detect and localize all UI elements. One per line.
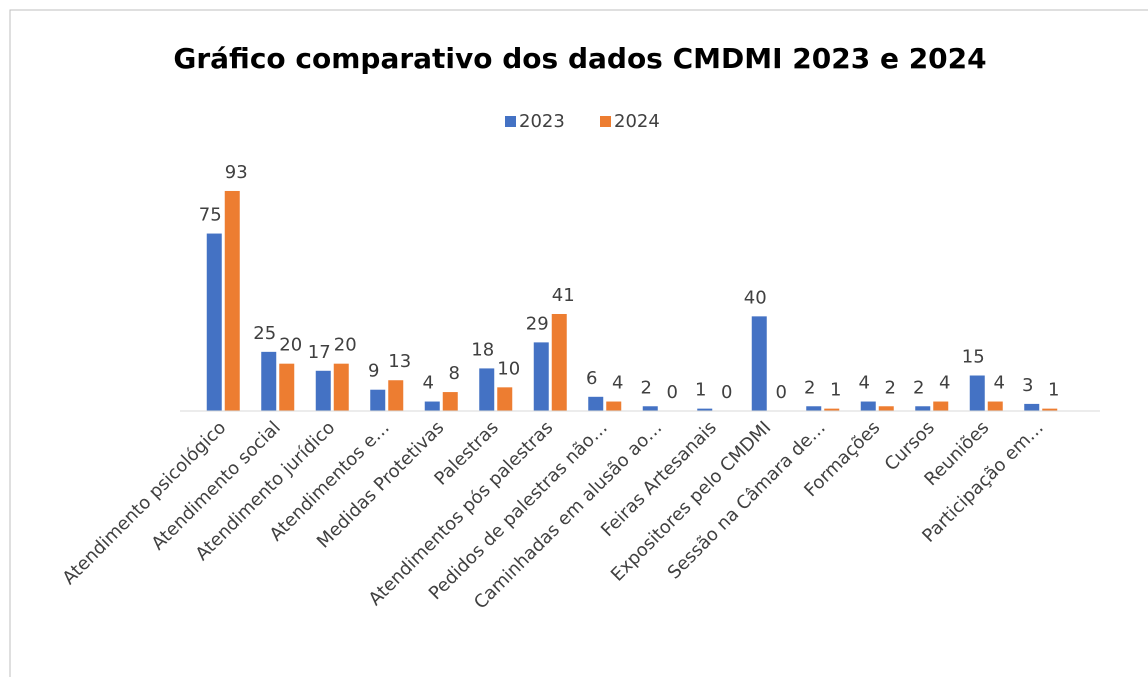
bar bbox=[915, 406, 931, 411]
legend-swatch bbox=[600, 116, 611, 127]
bar bbox=[424, 401, 440, 411]
data-label: 2 bbox=[885, 377, 896, 398]
bar bbox=[533, 342, 549, 411]
legend-swatch bbox=[505, 116, 516, 127]
data-label: 6 bbox=[586, 368, 597, 389]
bar bbox=[497, 387, 513, 411]
data-label: 2 bbox=[913, 377, 924, 398]
data-label: 10 bbox=[497, 358, 520, 379]
data-label: 4 bbox=[859, 373, 870, 394]
bar bbox=[388, 380, 404, 411]
bar bbox=[824, 408, 840, 411]
bar bbox=[806, 406, 822, 411]
bar bbox=[751, 316, 767, 411]
bar bbox=[987, 401, 1003, 411]
data-label: 3 bbox=[1022, 375, 1033, 396]
data-label: 20 bbox=[279, 335, 302, 356]
legend-label: 2023 bbox=[519, 111, 565, 132]
data-label: 17 bbox=[308, 342, 331, 363]
data-label: 1 bbox=[695, 380, 706, 401]
data-label: 0 bbox=[721, 382, 732, 403]
bar bbox=[261, 351, 277, 411]
bar bbox=[551, 313, 567, 411]
data-label: 1 bbox=[830, 380, 841, 401]
chart-title: Gráfico comparativo dos dados CMDMI 2023… bbox=[173, 42, 986, 75]
data-label: 25 bbox=[253, 323, 276, 344]
chart-frame bbox=[9, 9, 1148, 677]
bar bbox=[333, 363, 349, 411]
bar bbox=[933, 401, 949, 411]
data-label: 1 bbox=[1048, 380, 1059, 401]
data-label: 0 bbox=[776, 382, 787, 403]
bar bbox=[479, 368, 495, 411]
data-label: 0 bbox=[667, 382, 678, 403]
data-label: 75 bbox=[199, 205, 222, 226]
bar bbox=[606, 401, 622, 411]
data-label: 8 bbox=[449, 363, 460, 384]
bar bbox=[969, 375, 985, 411]
data-label: 4 bbox=[939, 373, 950, 394]
bar bbox=[206, 233, 222, 411]
data-label: 2 bbox=[804, 377, 815, 398]
bar bbox=[315, 370, 331, 411]
data-label: 29 bbox=[526, 313, 549, 334]
data-label: 4 bbox=[423, 373, 434, 394]
data-label: 18 bbox=[471, 339, 494, 360]
bar bbox=[442, 392, 458, 411]
bar bbox=[224, 190, 240, 411]
data-label: 4 bbox=[612, 373, 623, 394]
bar bbox=[860, 401, 876, 411]
legend-label: 2024 bbox=[614, 111, 660, 132]
bar bbox=[279, 363, 295, 411]
data-label: 9 bbox=[368, 361, 379, 382]
data-label: 93 bbox=[225, 162, 248, 183]
data-label: 41 bbox=[552, 285, 575, 306]
bar bbox=[878, 406, 894, 411]
bar bbox=[1042, 408, 1058, 411]
data-label: 13 bbox=[388, 351, 411, 372]
bar bbox=[697, 408, 713, 411]
data-label: 40 bbox=[744, 287, 767, 308]
bar bbox=[588, 396, 604, 411]
data-label: 4 bbox=[994, 373, 1005, 394]
data-label: 20 bbox=[334, 335, 357, 356]
bar bbox=[642, 406, 658, 411]
bar bbox=[370, 389, 386, 411]
bar bbox=[1024, 403, 1040, 411]
data-label: 15 bbox=[962, 347, 985, 368]
data-label: 2 bbox=[641, 377, 652, 398]
